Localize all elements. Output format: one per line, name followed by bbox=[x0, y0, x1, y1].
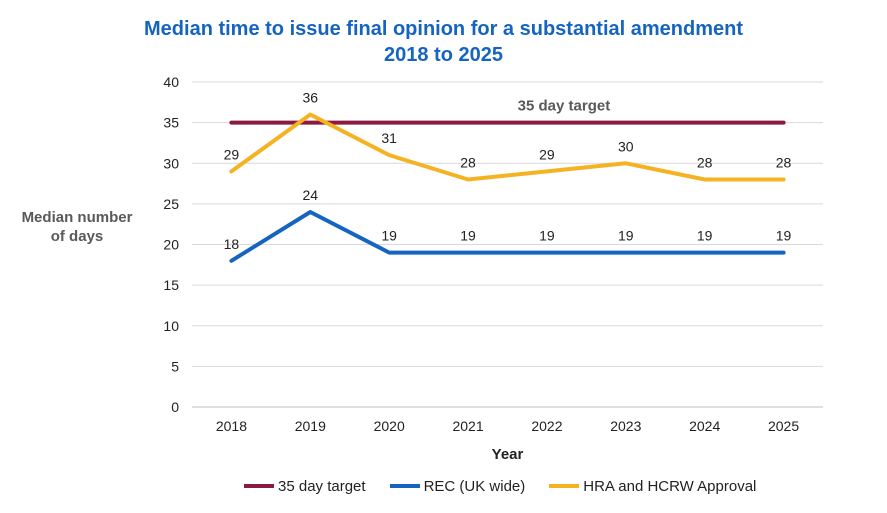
data-label: 28 bbox=[776, 155, 792, 171]
legend-swatch-hra bbox=[549, 484, 580, 488]
legend-item-target: 35 day target bbox=[244, 478, 366, 495]
y-tick-label: 10 bbox=[163, 318, 179, 334]
data-label: 31 bbox=[381, 130, 397, 146]
legend-item-hra: HRA and HCRW Approval bbox=[549, 478, 756, 495]
legend-label-target: 35 day target bbox=[278, 477, 366, 495]
data-label: 19 bbox=[618, 228, 634, 244]
legend-item-rec: REC (UK wide) bbox=[389, 477, 526, 495]
data-label: 28 bbox=[460, 155, 476, 171]
legend-swatch-target bbox=[244, 484, 274, 488]
x-tick-label: 2025 bbox=[768, 418, 799, 434]
data-label: 28 bbox=[697, 155, 713, 171]
data-label: 19 bbox=[776, 228, 792, 244]
y-axis-label-line1: Median number bbox=[21, 209, 133, 226]
y-tick-label: 5 bbox=[171, 358, 179, 374]
y-tick-label: 30 bbox=[163, 155, 179, 171]
target-label: 35 day target bbox=[518, 98, 611, 115]
y-tick-label: 25 bbox=[163, 196, 179, 212]
data-label: 30 bbox=[618, 138, 634, 154]
data-label: 29 bbox=[224, 146, 240, 162]
legend-label-rec: REC (UK wide) bbox=[423, 477, 526, 495]
data-label: 36 bbox=[303, 90, 319, 106]
data-label: 19 bbox=[697, 228, 713, 244]
x-tick-label: 2019 bbox=[295, 418, 326, 434]
legend-swatch-rec bbox=[389, 484, 420, 488]
data-label: 19 bbox=[460, 228, 476, 244]
y-tick-label: 40 bbox=[163, 74, 179, 90]
data-label: 19 bbox=[539, 228, 555, 244]
y-axis-label: Median number of days bbox=[8, 208, 146, 246]
hra-line bbox=[229, 112, 786, 182]
y-tick-label: 20 bbox=[163, 237, 179, 253]
x-tick-label: 2021 bbox=[452, 418, 483, 434]
y-tick-label: 15 bbox=[163, 277, 179, 293]
y-tick-label: 0 bbox=[171, 399, 179, 415]
x-tick-label: 2022 bbox=[531, 418, 562, 434]
x-axis-label: Year bbox=[492, 446, 524, 463]
data-label: 24 bbox=[303, 187, 319, 203]
data-label: 19 bbox=[381, 228, 397, 244]
chart-title: Median time to issue final opinion for a… bbox=[144, 18, 743, 40]
legend: 35 day target REC (UK wide) HRA and HCRW… bbox=[244, 476, 780, 496]
x-tick-label: 2018 bbox=[216, 418, 247, 434]
data-label: 29 bbox=[539, 146, 555, 162]
data-label: 18 bbox=[224, 236, 240, 252]
y-tick-label: 35 bbox=[163, 115, 179, 131]
x-tick-label: 2024 bbox=[689, 418, 720, 434]
x-tick-label: 2020 bbox=[374, 418, 405, 434]
legend-label-hra: HRA and HCRW Approval bbox=[583, 477, 757, 495]
x-tick-label: 2023 bbox=[610, 418, 641, 434]
rec-line bbox=[229, 210, 786, 263]
chart-subtitle: 2018 to 2025 bbox=[384, 44, 503, 66]
y-axis-label-line2: of days bbox=[50, 228, 104, 245]
